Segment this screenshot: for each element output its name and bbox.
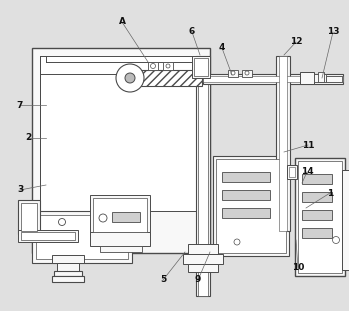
Bar xyxy=(18,200,40,234)
Bar xyxy=(276,56,290,231)
Bar xyxy=(289,167,295,177)
Bar xyxy=(18,230,78,242)
Bar xyxy=(295,158,345,276)
Circle shape xyxy=(116,64,144,92)
Bar xyxy=(298,161,342,273)
Text: 11: 11 xyxy=(302,141,314,150)
Bar xyxy=(279,56,287,231)
Bar xyxy=(302,228,332,238)
Text: 5: 5 xyxy=(160,276,166,285)
Text: 12: 12 xyxy=(290,38,302,47)
Bar xyxy=(32,48,210,253)
Bar xyxy=(52,255,84,263)
Bar xyxy=(287,165,297,179)
Bar xyxy=(222,190,270,200)
Bar xyxy=(228,70,238,77)
Bar xyxy=(52,276,84,282)
Bar xyxy=(342,170,349,270)
Bar xyxy=(148,62,158,70)
Bar xyxy=(302,174,332,184)
Text: 9: 9 xyxy=(195,276,201,285)
Circle shape xyxy=(231,71,235,75)
Bar xyxy=(21,203,37,231)
Circle shape xyxy=(333,236,340,244)
Bar xyxy=(112,212,140,222)
Text: 10: 10 xyxy=(292,263,304,272)
Bar xyxy=(188,244,218,254)
Bar xyxy=(93,198,147,232)
Bar xyxy=(192,56,210,78)
Bar xyxy=(196,56,210,296)
Bar xyxy=(183,254,223,264)
Bar xyxy=(36,215,128,259)
Bar xyxy=(302,210,332,220)
Bar xyxy=(90,195,150,235)
Circle shape xyxy=(166,64,170,68)
Text: 6: 6 xyxy=(189,27,195,36)
Bar xyxy=(198,56,208,296)
Bar xyxy=(32,211,132,263)
Circle shape xyxy=(150,63,156,68)
Bar xyxy=(100,246,142,252)
Bar xyxy=(130,70,202,86)
Bar xyxy=(203,74,343,84)
Bar xyxy=(326,76,342,82)
Bar xyxy=(163,62,173,70)
Text: 3: 3 xyxy=(17,185,23,194)
Text: 1: 1 xyxy=(327,188,333,197)
Text: 7: 7 xyxy=(17,100,23,109)
Bar xyxy=(57,263,79,271)
Text: 2: 2 xyxy=(25,133,31,142)
Text: 14: 14 xyxy=(301,168,313,177)
Circle shape xyxy=(125,73,135,83)
Bar xyxy=(90,232,150,246)
Text: 13: 13 xyxy=(327,27,339,36)
Bar xyxy=(302,192,332,202)
Bar xyxy=(194,58,208,76)
Bar xyxy=(21,232,75,240)
Bar xyxy=(300,72,314,84)
Text: 4: 4 xyxy=(219,44,225,53)
Bar xyxy=(203,76,343,82)
Bar xyxy=(222,172,270,182)
Bar xyxy=(318,72,324,82)
Bar xyxy=(40,56,202,211)
Circle shape xyxy=(234,239,240,245)
Circle shape xyxy=(59,219,66,225)
Circle shape xyxy=(99,214,107,222)
Circle shape xyxy=(245,71,249,75)
Bar xyxy=(54,271,82,276)
Text: A: A xyxy=(119,17,126,26)
Bar xyxy=(216,159,286,253)
Bar xyxy=(188,264,218,272)
Bar xyxy=(242,70,252,77)
Bar xyxy=(222,208,270,218)
Bar xyxy=(213,156,289,256)
Bar xyxy=(314,74,326,82)
